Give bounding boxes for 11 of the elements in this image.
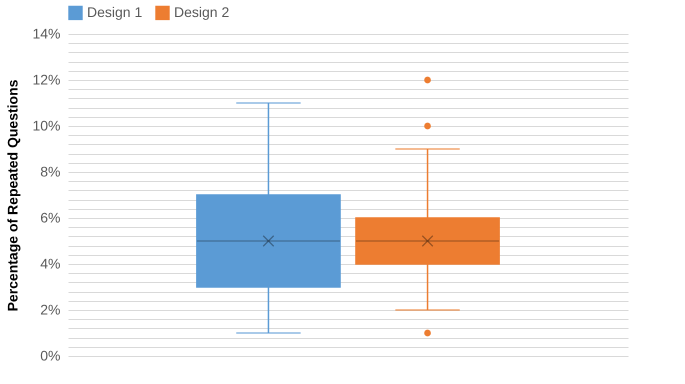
y-tick-label: 2% — [40, 302, 60, 318]
y-tick-label: 10% — [32, 118, 60, 134]
y-tick-label: 14% — [32, 26, 60, 42]
y-tick-label: 6% — [40, 210, 60, 226]
y-tick-label: 12% — [32, 72, 60, 88]
y-tick-label: 8% — [40, 164, 60, 180]
y-tick-label: 4% — [40, 256, 60, 272]
legend-label: Design 1 — [87, 4, 142, 20]
y-tick-label: 0% — [40, 348, 60, 364]
y-axis-title: Percentage of Repeated Questions — [4, 79, 20, 312]
legend-label: Design 2 — [174, 4, 230, 20]
